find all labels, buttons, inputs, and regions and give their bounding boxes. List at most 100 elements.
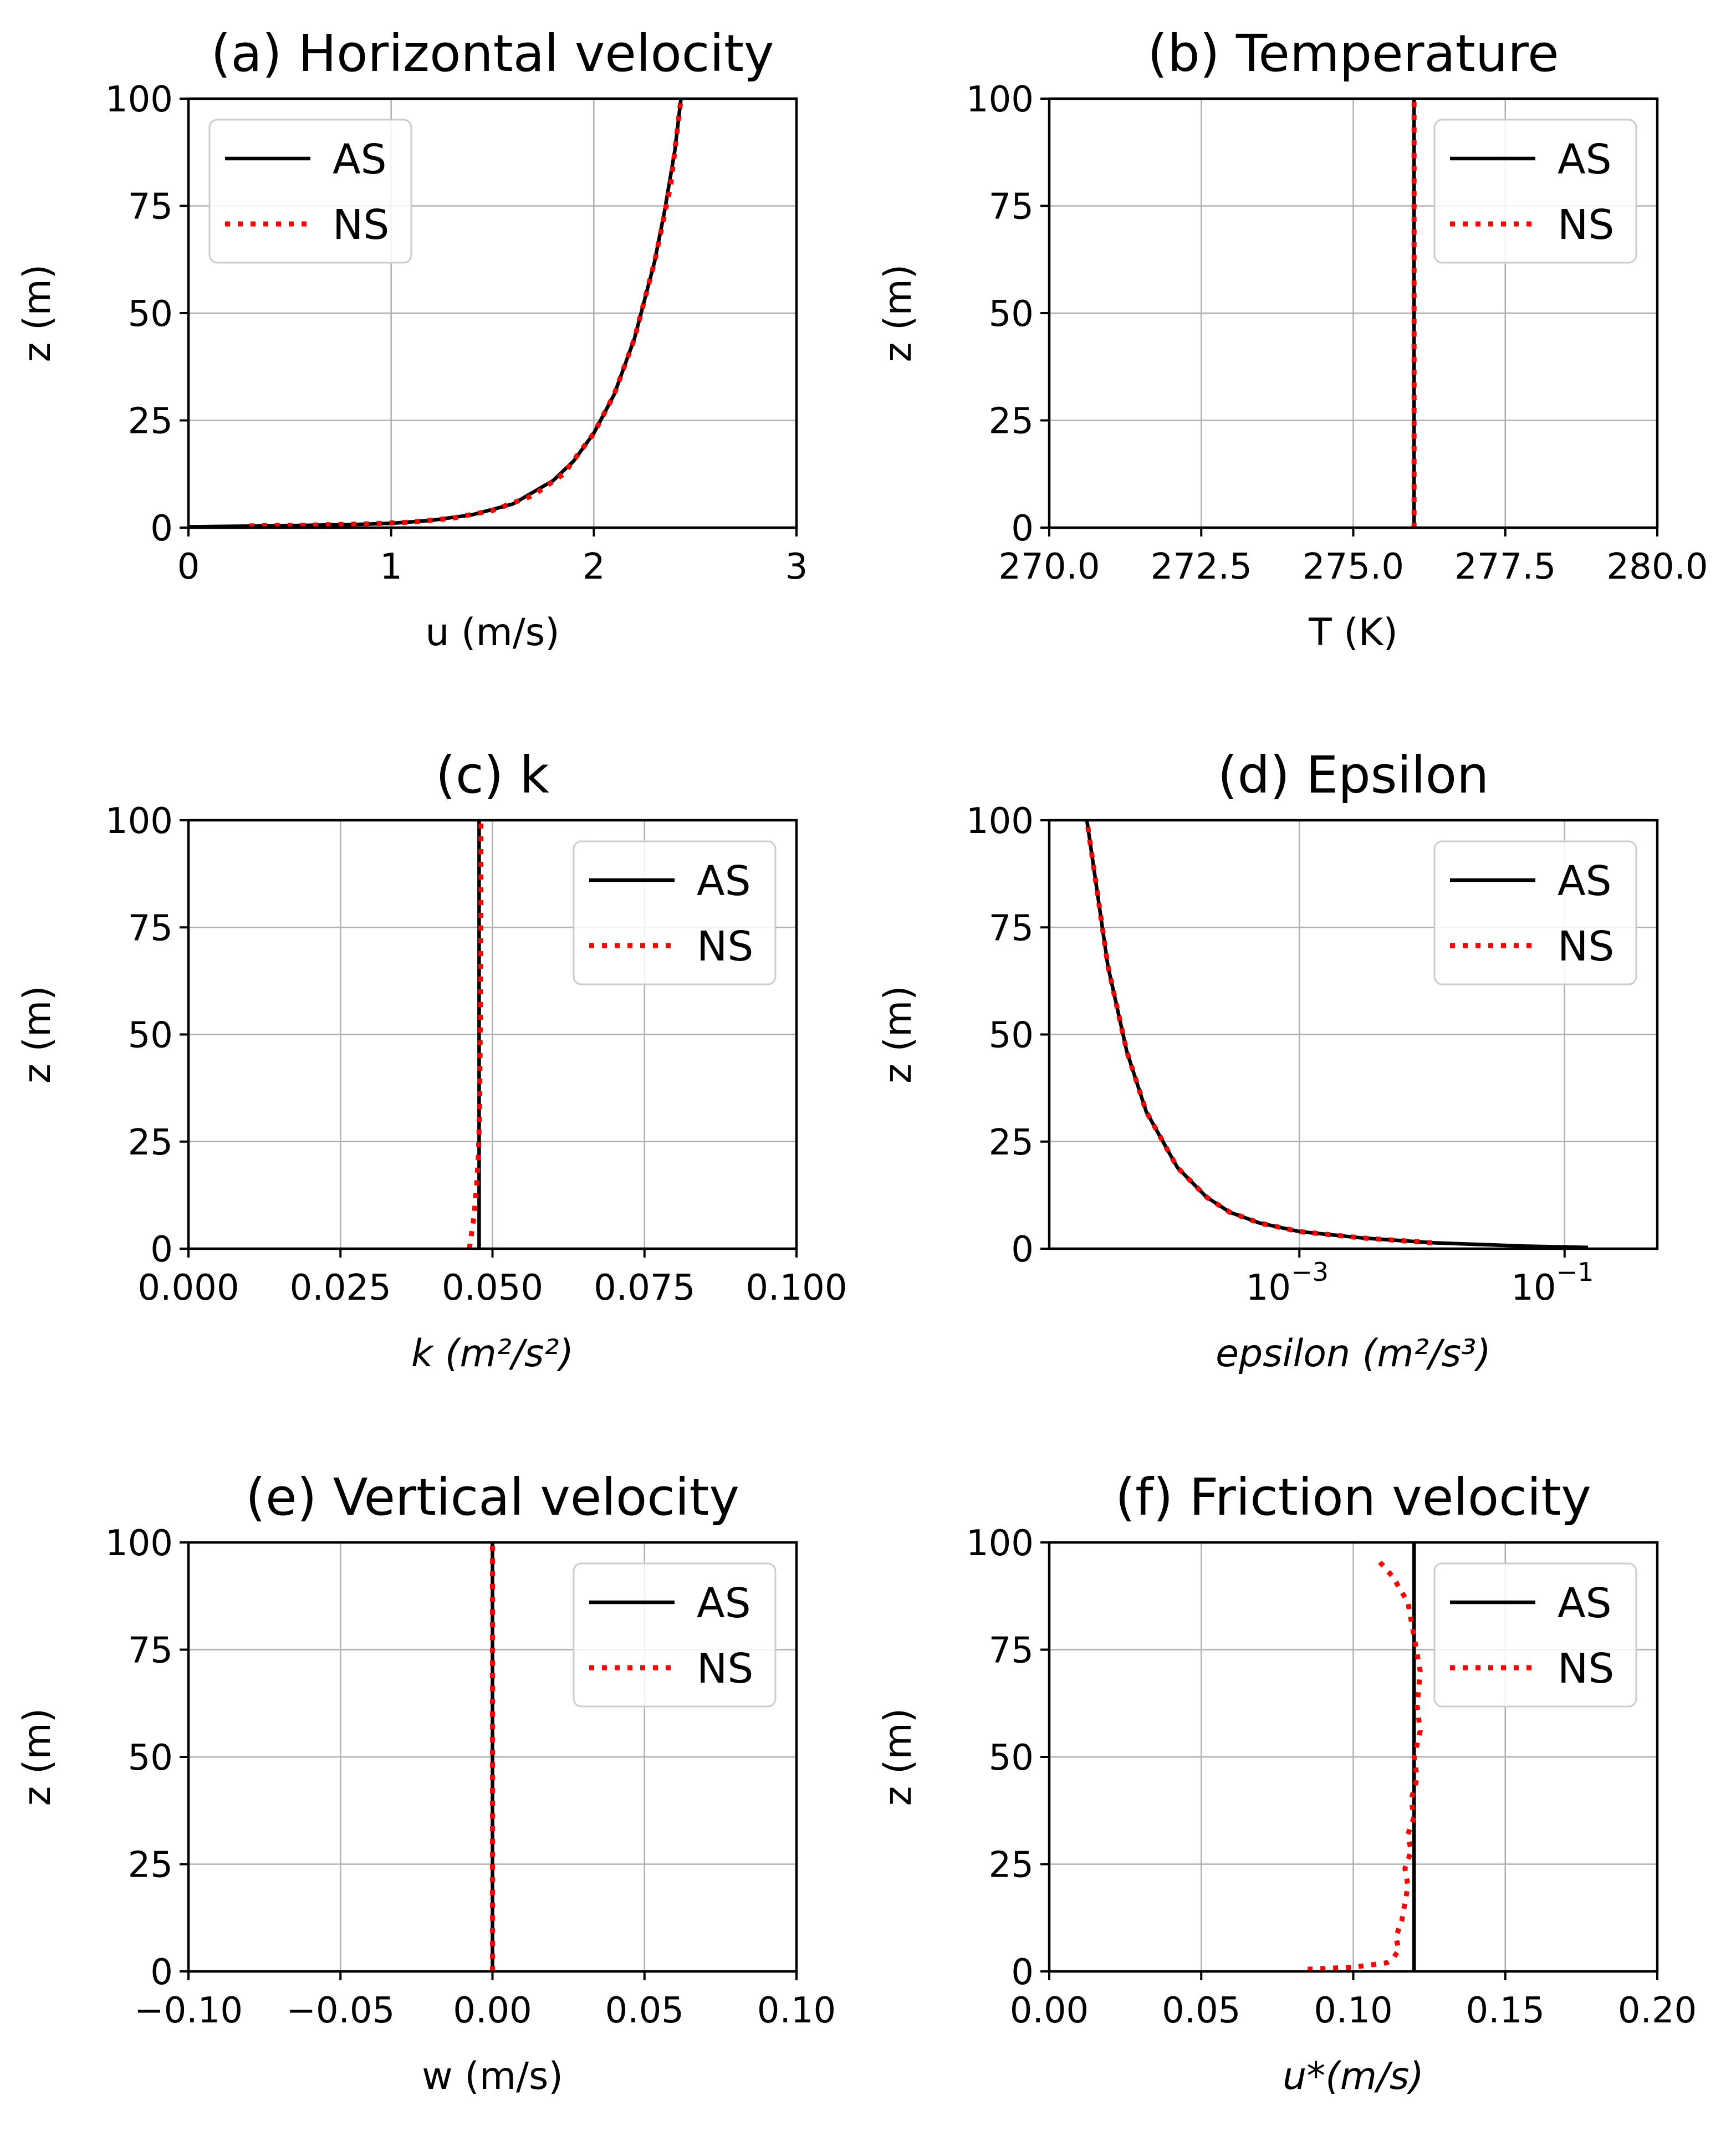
x-tick-label: 0.05 [605,1990,685,2031]
y-tick-label: 100 [966,79,1034,120]
panel-d: 10−3 10−1 0 25 50 75 100 (d) Epsilon epsilon (m²… [876,745,1659,1376]
series-line-ns [467,820,484,1249]
x-tick-label: 0.075 [594,1268,695,1309]
x-tick-label: 275.0 [1303,546,1404,587]
x-axis-label: u (m/s) [425,611,559,655]
y-tick-label: 25 [128,1122,173,1163]
x-tick-label: 10−3 [1246,1257,1329,1309]
x-tick-label: 3 [785,546,808,587]
x-tick-label: 0.05 [1162,1990,1241,2031]
y-tick-label: 0 [150,1952,173,1993]
panel-a: 0 1 2 3 0 25 50 75 100 (a) Horizontal velocity u (… [16,24,808,655]
y-tick-label: 100 [966,1523,1034,1564]
y-tick-label: 50 [128,1738,173,1779]
legend-label-ns: NS [1558,1645,1614,1693]
panel-e: −0.10 −0.05 0.00 0.05 0.10 0 25 50 75 100 (e) Vert… [16,1468,836,2098]
x-tick-label: 10−1 [1511,1257,1594,1309]
legend-label-ns: NS [1558,923,1614,970]
y-tick-label: 75 [128,908,173,949]
y-tick-label: 0 [1011,1229,1034,1270]
panel-title: (e) Vertical velocity [246,1468,739,1527]
legend-label-ns: NS [1558,201,1614,249]
y-tick-label: 75 [128,187,173,228]
panel-f: 0.00 0.05 0.10 0.15 0.20 0 25 50 75 100 (f) Fricti… [876,1468,1697,2098]
series-line-ns [1307,1558,1423,1972]
y-axis-label: z (m) [876,264,920,362]
y-axis-label: z (m) [16,264,59,362]
y-tick-label: 0 [1011,508,1034,549]
x-axis-label: w (m/s) [422,2055,563,2098]
x-tick-label: 0.100 [746,1268,847,1309]
legend: AS NS [573,1562,777,1708]
y-tick-label: 0 [150,1229,173,1270]
legend-label-ns: NS [697,1645,753,1693]
y-tick-label: 100 [105,79,173,120]
legend: AS NS [1433,1562,1637,1708]
x-axis-label: epsilon (m²/s³) [1216,1332,1491,1376]
legend-box [573,840,777,985]
legend-box [573,1562,777,1708]
y-tick-label: 25 [989,401,1034,442]
y-tick-label: 25 [128,401,173,442]
x-axis-label: k (m²/s²) [411,1332,574,1376]
x-axis-label: u*(m/s) [1283,2055,1424,2098]
legend: AS NS [573,840,777,985]
panel-title: (b) Temperature [1147,24,1559,83]
legend-label-ns: NS [697,923,753,970]
y-tick-label: 50 [989,294,1034,335]
x-tick-label: 270.0 [998,546,1100,587]
y-tick-label: 0 [150,508,173,549]
series-line-as [188,98,683,529]
legend-label-as: AS [697,857,751,905]
y-axis-label: z (m) [16,1708,59,1806]
legend: AS NS [1433,119,1637,264]
legend-box [208,119,412,264]
x-tick-label: 0.20 [1618,1990,1697,2031]
legend: AS NS [1433,840,1637,985]
x-tick-label: 0.10 [757,1990,836,2031]
legend: AS NS [208,119,412,264]
y-tick-label: 25 [989,1122,1034,1163]
legend-label-as: AS [1558,136,1612,183]
legend-label-as: AS [333,136,387,183]
legend-box [1433,1562,1637,1708]
x-tick-label: 0.00 [453,1990,532,2031]
legend-label-ns: NS [333,201,389,249]
x-tick-label: 1 [380,546,402,587]
y-tick-label: 100 [105,801,173,842]
y-tick-label: 50 [989,1738,1034,1779]
series-line-ns [249,98,684,529]
panel-title: (d) Epsilon [1218,745,1489,805]
x-tick-label: 0.050 [442,1268,543,1309]
y-tick-label: 100 [966,801,1034,842]
y-tick-label: 25 [128,1845,173,1886]
panel-title: (c) k [436,745,550,805]
y-tick-label: 25 [989,1845,1034,1886]
legend-box [1433,840,1637,985]
legend-label-as: AS [697,1580,751,1627]
x-tick-label: −0.05 [286,1990,395,2031]
panel-title: (f) Friction velocity [1115,1468,1591,1527]
y-axis-label: z (m) [876,1708,920,1806]
x-tick-label: 0.15 [1466,1990,1545,2031]
x-axis-label: T (K) [1308,611,1398,655]
x-tick-label: 2 [583,546,605,587]
y-tick-label: 75 [989,1631,1034,1672]
x-tick-label: 0 [177,546,200,587]
x-tick-label: 0.025 [290,1268,391,1309]
x-tick-label: 0.000 [137,1268,239,1309]
y-tick-label: 50 [989,1015,1034,1056]
panel-b: 270.0 272.5 275.0 277.5 280.0 0 25 50 75 100 (b) T… [876,24,1708,655]
y-tick-label: 75 [128,1631,173,1672]
y-tick-label: 50 [128,1015,173,1056]
x-tick-label: 272.5 [1151,546,1252,587]
panel-title: (a) Horizontal velocity [211,24,774,83]
y-tick-label: 75 [989,908,1034,949]
y-tick-label: 0 [1011,1952,1034,1993]
x-tick-label: 280.0 [1606,546,1708,587]
y-tick-label: 50 [128,294,173,335]
y-tick-label: 75 [989,187,1034,228]
x-tick-label: 0.10 [1314,1990,1393,2031]
legend-box [1433,119,1637,264]
